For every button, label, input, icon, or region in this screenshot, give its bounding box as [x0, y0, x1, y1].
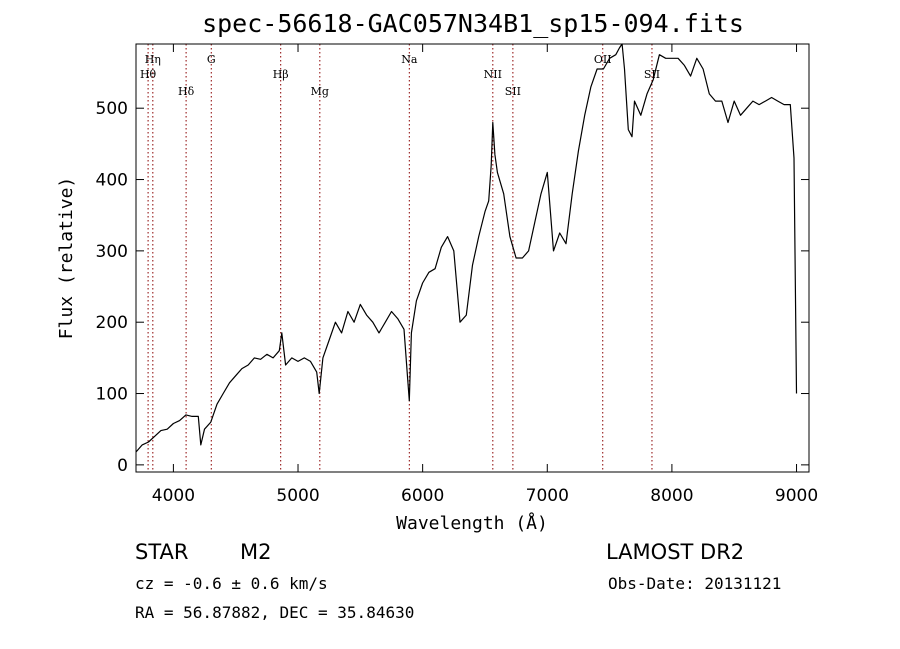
x-tick-label: 9000: [775, 486, 818, 506]
x-tick-label: 7000: [526, 486, 569, 506]
y-tick-label: 0: [117, 456, 128, 476]
x-tick-label: 6000: [401, 486, 444, 506]
y-tick-label: 500: [96, 99, 128, 119]
spectral-line-label: SII: [644, 68, 660, 81]
spectrum-line: [135, 43, 798, 453]
spectral-line-label: Mg: [311, 85, 329, 98]
y-tick-label: 200: [96, 313, 128, 333]
coords-text: RA = 56.87882, DEC = 35.84630: [135, 603, 414, 622]
survey-label: LAMOST DR2: [606, 540, 744, 564]
x-tick-label: 8000: [650, 486, 693, 506]
x-tick-label: 4000: [152, 486, 195, 506]
y-tick-label: 300: [96, 242, 128, 262]
chart-title: spec-56618-GAC057N34B1_sp15-094.fits: [202, 9, 744, 38]
y-tick-label: 100: [96, 385, 128, 405]
x-axis-label: Wavelength (Å): [396, 512, 548, 534]
redshift-text: cz = -0.6 ± 0.6 km/s: [135, 574, 328, 593]
spectral-line-label: Hβ: [273, 68, 289, 81]
spectral-line-label: SII: [505, 85, 521, 98]
object-subclass: M2: [240, 540, 271, 564]
spectral-line-label: Na: [401, 53, 418, 66]
spectral-line-label: G: [207, 53, 216, 66]
spectral-line-label: Hθ: [140, 68, 157, 81]
y-tick-label: 400: [96, 171, 128, 191]
spectral-line-label: NII: [484, 68, 502, 81]
obs-date-text: Obs-Date: 20131121: [608, 574, 781, 593]
y-axis-label: Flux (relative): [56, 177, 77, 340]
spectral-line-label: Hδ: [178, 85, 195, 98]
spectral-line-label: Hη: [145, 53, 161, 66]
axis-ticks: 4000 5000 6000 7000 8000 9000 0 100 200 300 400 500: [96, 44, 818, 506]
object-class: STAR: [135, 540, 188, 564]
spectrum-series: [135, 43, 798, 453]
x-tick-label: 5000: [276, 486, 319, 506]
plot-frame: [135, 43, 810, 473]
